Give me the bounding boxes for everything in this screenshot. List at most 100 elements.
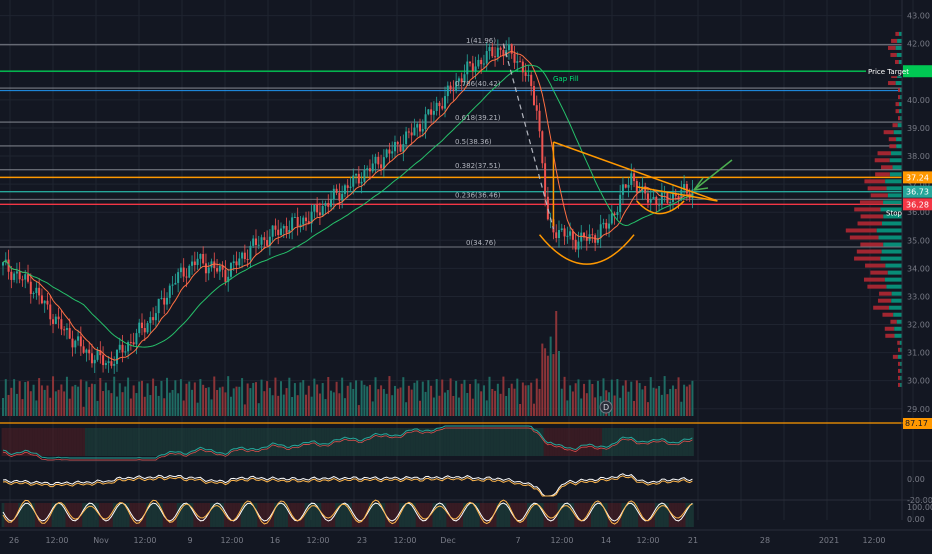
pane-bg-bar [226,428,230,456]
pane-tick-label: 100.00 [907,503,932,512]
pane-tick-label: 0.00 [907,475,925,484]
pane-bg-bar [674,503,678,527]
candle-body [316,204,319,213]
volume-bar [321,383,324,416]
volume-bar [571,391,574,416]
volume-bar [655,388,658,416]
volume-profile-bar [892,165,902,170]
volume-profile-bar [888,45,896,50]
pane-bg-bar [179,428,183,456]
pane-bg-bar [137,503,141,527]
pane-bg-bar [254,428,258,456]
candle-body [241,252,244,259]
candle-body [135,333,138,345]
volume-profile-bar [890,52,897,57]
pane-bg-bar [76,428,80,456]
pane-bg-bar [518,503,522,527]
volume-profile-bar [860,214,884,219]
pane-bg-bar [59,428,63,456]
pane-bg-bar [493,428,497,456]
pane-bg-bar [32,503,35,527]
volume-profile-bar [864,179,886,184]
pane-bg-bar [243,503,247,527]
volume-bar [357,405,360,416]
candle-body [63,329,66,331]
candle-body [271,225,274,237]
pane-bg-bar [476,503,480,527]
pane-bg-bar [232,428,236,456]
volume-profile-bar [875,172,890,177]
pane-bg-bar [635,503,639,527]
pane-bg-bar [126,503,130,527]
candle-body [341,193,344,201]
pane-bg-bar [293,428,297,456]
volume-bar [2,398,4,416]
pane-bg-bar [607,428,611,456]
pane-bg-bar [51,503,55,527]
volume-bar [430,385,433,416]
candle-body [449,85,452,90]
pane-bg-bar [568,503,572,527]
pane-bg-bar [460,428,464,456]
volume-bar [149,395,152,416]
volume-profile-bar [891,38,898,43]
pane-bg-bar [21,428,24,456]
pane-bg-bar [482,503,486,527]
pane-bg-bar [226,503,230,527]
candle-body [310,211,313,224]
volume-bar [638,383,641,416]
candle-body [102,355,105,366]
volume-bar [485,400,488,416]
candle-body [424,114,427,130]
volume-bar [349,382,352,416]
pane-bg-bar [432,503,436,527]
volume-bar [583,383,586,416]
pane-bg-bar [468,428,472,456]
candle-body [560,228,563,231]
candle-body [299,224,302,227]
candle-body [343,185,346,194]
price-badge [903,198,932,211]
volume-bar [616,379,619,416]
pane-oscillator-line [2,425,693,459]
volume-bar [77,386,80,416]
volume-bar [385,393,388,416]
volume-profile-bar [899,340,902,345]
pane-bg-bar [474,428,477,456]
pane-bg-bar [529,503,533,527]
candle-body [185,276,188,278]
volume-bar [4,379,7,416]
volume-bar [421,381,424,416]
pane-bg-bar [165,503,169,527]
volume-bar [677,377,680,416]
volume-profile-bar [898,116,901,121]
pane-bg-bar [488,503,491,527]
volume-profile-bar [873,305,890,310]
pane-bg-bar [290,428,294,456]
pane-bg-bar [23,503,27,527]
pane-bg-bar [335,428,338,456]
pane-bg-bar [502,428,505,456]
volume-bar [127,377,130,416]
volume-bar [285,388,288,416]
pane-bg-bar [593,428,597,456]
pane-bg-bar [632,428,636,456]
candle-body [254,238,257,245]
volume-profile-bar [857,221,882,226]
price-target-bg [866,66,902,77]
volume-profile-bar [896,137,902,142]
candle-body [43,300,46,304]
pane-bg-bar [32,428,35,456]
volume-bar [113,376,116,416]
pane-bg-bar [160,503,163,527]
x-tick-label: 7 [515,536,520,545]
volume-bar [343,398,346,416]
pane-bg-bar [165,428,169,456]
pane-bg-bar [240,503,244,527]
pane-bg-bar [243,428,247,456]
pane-bg-bar [324,428,327,456]
pane-bg-bar [465,428,469,456]
candle-body [238,258,241,266]
pane-bg-bar [535,503,539,527]
